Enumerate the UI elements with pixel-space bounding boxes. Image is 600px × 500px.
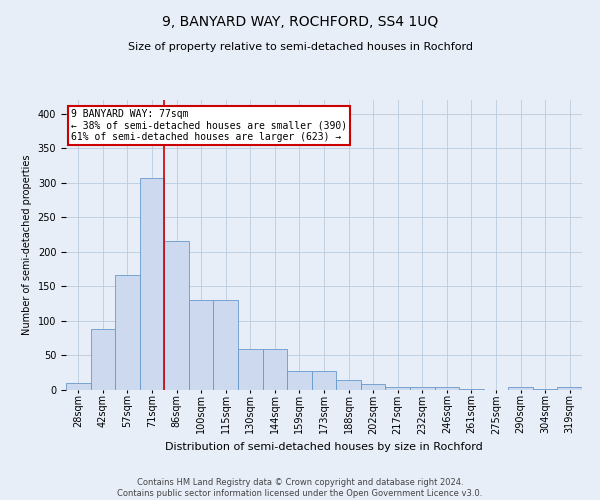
Bar [557,387,582,390]
Bar [336,380,361,390]
Bar [385,387,410,390]
Y-axis label: Number of semi-detached properties: Number of semi-detached properties [22,155,32,336]
Text: 9, BANYARD WAY, ROCHFORD, SS4 1UQ: 9, BANYARD WAY, ROCHFORD, SS4 1UQ [162,15,438,29]
Bar [140,178,164,390]
Bar [287,372,312,390]
Bar [361,384,385,390]
Text: Size of property relative to semi-detached houses in Rochford: Size of property relative to semi-detach… [128,42,473,52]
Text: Contains HM Land Registry data © Crown copyright and database right 2024.
Contai: Contains HM Land Registry data © Crown c… [118,478,482,498]
Bar [91,329,115,390]
Bar [238,350,263,390]
Bar [189,300,214,390]
Bar [214,300,238,390]
Bar [508,387,533,390]
Bar [164,241,189,390]
Bar [115,276,140,390]
X-axis label: Distribution of semi-detached houses by size in Rochford: Distribution of semi-detached houses by … [165,442,483,452]
Bar [66,383,91,390]
Bar [263,350,287,390]
Bar [410,387,434,390]
Bar [312,372,336,390]
Bar [434,387,459,390]
Text: 9 BANYARD WAY: 77sqm
← 38% of semi-detached houses are smaller (390)
61% of semi: 9 BANYARD WAY: 77sqm ← 38% of semi-detac… [71,108,347,142]
